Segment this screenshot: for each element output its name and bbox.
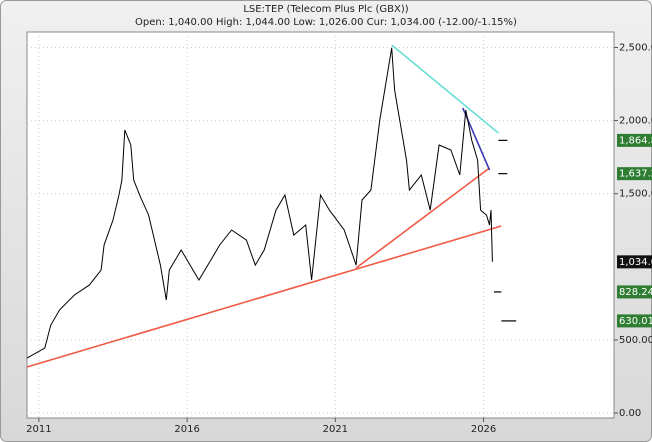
chart-title: LSE:TEP (Telecom Plus Plc (GBX)) xyxy=(243,4,408,15)
trend-line xyxy=(26,225,502,368)
price-label-box xyxy=(617,314,652,328)
trend-line xyxy=(391,44,499,134)
price-label-box xyxy=(617,133,652,147)
y-tick-label: 2,500.00 xyxy=(619,42,652,53)
chart-subtitle: Open: 1,040.00 High: 1,044.00 Low: 1,026… xyxy=(135,17,517,28)
price-label-box xyxy=(617,285,652,299)
plot-area xyxy=(26,31,615,419)
trend-line xyxy=(355,167,490,269)
y-tick-label: 0.00 xyxy=(619,408,641,419)
x-tick-label: 2026 xyxy=(471,424,496,435)
price-label-box xyxy=(617,255,652,269)
price-label: 630.01 xyxy=(619,316,652,327)
x-tick-label: 2011 xyxy=(26,424,51,435)
price-label: 1,864.8 xyxy=(619,135,652,146)
y-tick-label: 1,500.00 xyxy=(619,189,652,200)
price-line xyxy=(26,47,493,359)
x-tick-label: 2016 xyxy=(174,424,199,435)
price-label: 1,034.00 xyxy=(619,257,652,268)
y-tick-label: 2,000.00 xyxy=(619,116,652,127)
price-label: 828.243 xyxy=(619,287,652,298)
y-tick-label: 500.00 xyxy=(619,335,652,346)
price-label-box xyxy=(617,167,652,181)
x-tick-label: 2021 xyxy=(323,424,348,435)
price-label: 1,637.2 xyxy=(619,169,652,180)
